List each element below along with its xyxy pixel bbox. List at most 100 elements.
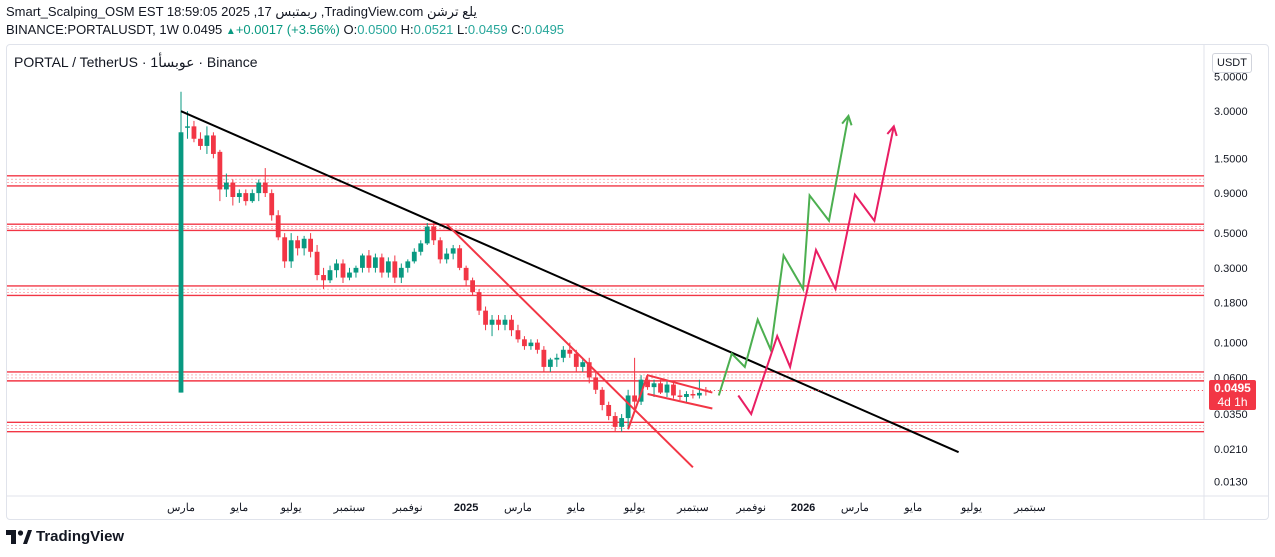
candle-body	[567, 349, 573, 354]
candle-body	[560, 349, 566, 358]
candle-body	[502, 319, 508, 325]
candle-body	[450, 248, 456, 254]
y-tick-label: 0.9000	[1214, 188, 1248, 200]
chart-legend: PORTAL / TetherUS · 1عوبسأ · Binance	[14, 54, 258, 70]
y-tick-label: 0.5000	[1214, 228, 1248, 240]
candle-body	[541, 349, 547, 367]
candle-body	[658, 383, 663, 393]
candle-body	[625, 395, 631, 419]
last-price-tag: 0.0495 4d 1h	[1209, 380, 1256, 410]
x-tick-label: سبتمبر	[676, 502, 709, 514]
y-tick-label: 3.0000	[1214, 106, 1248, 118]
candle-body	[522, 339, 527, 347]
y-tick-label: 0.0130	[1214, 476, 1248, 488]
candle-body	[191, 126, 197, 139]
candle-body	[269, 193, 275, 216]
x-tick-label: مايو	[566, 502, 585, 514]
projection-path-green-arrowhead	[841, 113, 853, 126]
candle-body	[411, 251, 417, 262]
x-tick-label: مايو	[903, 502, 922, 514]
close-label: C:	[511, 22, 525, 37]
candle-body	[321, 275, 326, 281]
candle-body	[366, 255, 372, 268]
candle-body	[573, 353, 579, 367]
header-line-2: BINANCE:PORTALUSDT, 1W 0.0495 ▲+0.0017 (…	[6, 22, 564, 40]
y-tick-label: 1.5000	[1214, 153, 1248, 165]
x-tick-label: 2025	[454, 502, 478, 514]
candle-body	[586, 362, 592, 378]
price-tag-countdown: 4d 1h	[1217, 395, 1248, 409]
last-price: 0.0495	[182, 22, 223, 37]
y-tick-label: 5.0000	[1214, 71, 1248, 83]
channel-line	[647, 393, 713, 410]
candle-body	[178, 132, 184, 393]
y-tick-label: 0.3000	[1214, 263, 1248, 275]
candle-body	[424, 226, 430, 244]
channel-line	[445, 223, 694, 469]
x-tick-label: مايو	[229, 502, 248, 514]
candle-body	[308, 238, 313, 252]
up-arrow-icon: ▲	[225, 26, 236, 37]
candle-body	[385, 261, 391, 273]
candle-body	[547, 359, 553, 367]
candle-body	[379, 257, 385, 273]
x-tick-label: نوفمبر	[392, 502, 423, 514]
candle-body	[651, 383, 657, 388]
close-value: 0.0495	[524, 22, 565, 37]
candle-body	[204, 135, 210, 146]
candle-body	[262, 182, 268, 194]
candle-body	[275, 215, 281, 238]
low-value: 0.0459	[467, 22, 508, 37]
candle-body	[489, 319, 495, 325]
candle-body	[677, 395, 683, 397]
open-label: O:	[343, 22, 358, 37]
candle-body	[373, 257, 378, 268]
candle-body	[580, 362, 586, 367]
x-tick-label: 2026	[791, 502, 815, 514]
price-tag-value: 0.0495	[1214, 381, 1251, 395]
candle-body	[606, 404, 612, 417]
candle-body	[217, 151, 223, 190]
candle-body	[619, 418, 625, 427]
tradingview-logo: TradingView	[6, 528, 124, 545]
author-line: Smart_Scalping_OSM EST 18:59:05 2025 ,17…	[6, 4, 478, 19]
brand-name: TradingView	[36, 528, 125, 545]
candle-body	[528, 342, 534, 347]
candle-body	[431, 226, 437, 241]
candle-body	[398, 267, 404, 278]
tradingview-icon	[6, 529, 32, 544]
x-tick-label: مارس	[167, 502, 195, 514]
candle-body	[690, 394, 696, 396]
candle-body	[496, 319, 501, 325]
candle-body	[288, 240, 294, 262]
x-tick-label: مارس	[841, 502, 869, 514]
header-line-1: Smart_Scalping_OSM EST 18:59:05 2025 ,17…	[6, 4, 477, 20]
candle-body	[295, 240, 301, 249]
candle-body	[198, 138, 203, 146]
x-tick-label: يوليو	[623, 502, 645, 514]
candle-body	[392, 261, 398, 278]
candle-body	[593, 377, 599, 390]
candle-body	[476, 292, 482, 311]
candle-body	[236, 193, 242, 197]
candle-body	[314, 251, 320, 276]
candle-body	[282, 237, 288, 262]
x-tick-label: يوليو	[960, 502, 982, 514]
chart-frame[interactable]	[6, 44, 1269, 520]
high-value: 0.0521	[413, 22, 454, 37]
y-tick-label: 0.1000	[1214, 338, 1248, 350]
candle-body	[185, 126, 190, 128]
candle-body	[256, 182, 262, 194]
candle-body	[664, 384, 670, 393]
x-tick-label: سبتمبر	[333, 502, 366, 514]
candle-body	[211, 135, 216, 154]
candle-body	[645, 379, 650, 388]
candle-body	[249, 193, 255, 202]
candle-body	[340, 263, 346, 278]
candle-body	[612, 416, 618, 427]
currency-button[interactable]: USDT	[1212, 53, 1252, 73]
high-label: H:	[400, 22, 414, 37]
x-tick-label: يوليو	[280, 502, 302, 514]
candle-body	[243, 193, 249, 202]
